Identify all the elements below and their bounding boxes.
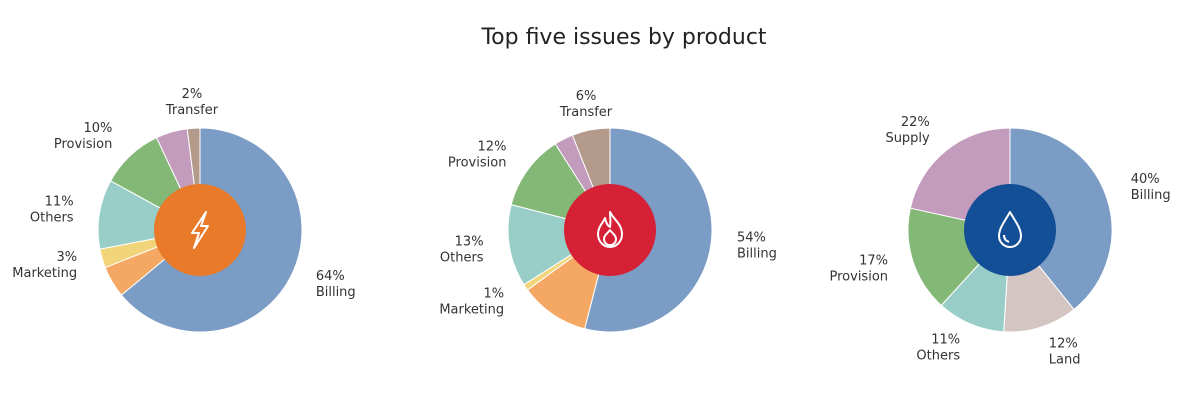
category-label: Others bbox=[916, 348, 960, 363]
category-label: Supply bbox=[885, 131, 930, 146]
category-label: Transfer bbox=[165, 103, 219, 118]
category-label: Provision bbox=[54, 137, 113, 152]
value-label: 22% bbox=[901, 115, 930, 130]
category-label: Provision bbox=[830, 269, 889, 284]
category-label: Marketing bbox=[12, 266, 77, 281]
value-label: 10% bbox=[83, 121, 112, 136]
category-label: Others bbox=[30, 210, 74, 225]
category-label: Land bbox=[1049, 352, 1081, 367]
donut-center bbox=[154, 184, 246, 276]
category-label: Others bbox=[440, 251, 484, 266]
value-label: 3% bbox=[56, 250, 77, 265]
category-label: Billing bbox=[316, 285, 356, 300]
donut-center bbox=[964, 184, 1056, 276]
donut-segment bbox=[1009, 127, 1113, 311]
category-label: Provision bbox=[448, 155, 507, 170]
value-label: 12% bbox=[478, 139, 507, 154]
value-label: 1% bbox=[484, 286, 505, 301]
product-icon bbox=[998, 211, 1022, 248]
value-label: 40% bbox=[1131, 172, 1160, 187]
value-label: 6% bbox=[576, 89, 597, 104]
product-icon bbox=[191, 211, 209, 249]
value-label: 64% bbox=[316, 269, 345, 284]
category-label: Marketing bbox=[439, 302, 504, 317]
category-label: Billing bbox=[737, 247, 777, 262]
page-title: Top five issues by product bbox=[480, 25, 766, 50]
category-label: Transfer bbox=[559, 105, 613, 120]
value-label: 12% bbox=[1049, 336, 1078, 351]
category-label: Billing bbox=[1131, 188, 1171, 203]
value-label: 54% bbox=[737, 231, 766, 246]
value-label: 11% bbox=[931, 332, 960, 347]
value-label: 2% bbox=[182, 87, 203, 102]
product-icon bbox=[597, 211, 623, 248]
value-label: 11% bbox=[45, 194, 74, 209]
value-label: 17% bbox=[859, 253, 888, 268]
value-label: 13% bbox=[455, 235, 484, 250]
